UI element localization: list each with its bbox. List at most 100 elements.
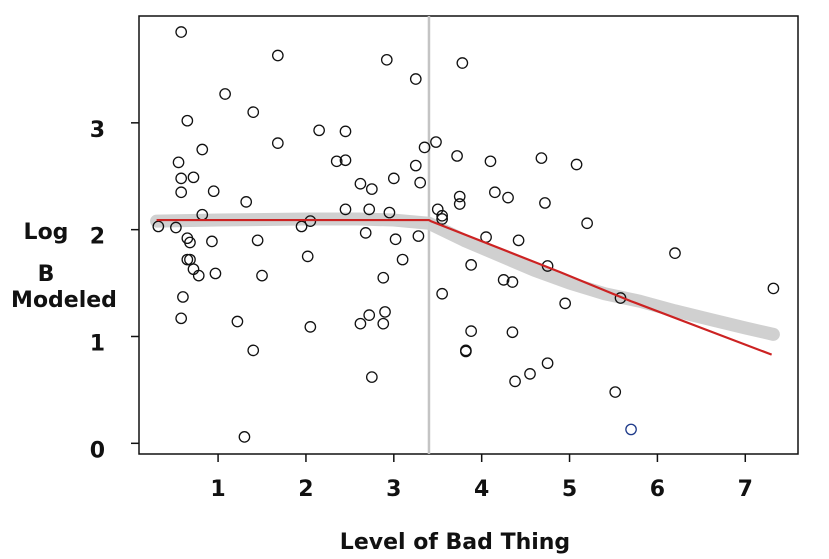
- data-point: [506, 276, 519, 288]
- y-tick-label: 0: [90, 438, 105, 463]
- y-tick-label: 2: [90, 225, 105, 250]
- data-point: [431, 203, 444, 216]
- y-axis-title-line-2: B: [38, 262, 55, 287]
- data-point: [339, 125, 352, 138]
- y-tick-label: 1: [90, 331, 105, 356]
- data-point: [559, 297, 572, 310]
- data-point: [489, 186, 501, 199]
- data-point: [436, 209, 448, 222]
- data-point: [465, 259, 477, 271]
- data-point: [409, 73, 422, 85]
- y-tick-label: 3: [90, 118, 105, 143]
- data-point: [192, 269, 205, 282]
- data-point: [240, 196, 253, 208]
- data-point: [430, 136, 442, 148]
- data-point: [625, 423, 637, 436]
- data-point: [196, 143, 209, 156]
- data-point: [209, 267, 222, 280]
- data-point: [219, 88, 231, 100]
- data-point: [330, 155, 343, 168]
- data-point: [387, 172, 400, 185]
- data-point: [339, 154, 352, 167]
- data-point: [231, 315, 244, 328]
- data-point: [181, 253, 194, 266]
- data-point: [170, 221, 182, 234]
- data-point: [383, 206, 396, 219]
- data-point: [175, 312, 188, 325]
- data-point: [451, 150, 463, 162]
- data-point: [251, 234, 264, 247]
- data-point: [354, 317, 367, 330]
- data-point: [238, 431, 251, 443]
- data-point: [535, 152, 548, 164]
- data-point: [539, 197, 551, 209]
- data-point: [409, 159, 422, 172]
- data-point: [414, 176, 427, 189]
- x-tick-label: 2: [298, 477, 313, 502]
- plot-frame: [138, 15, 799, 455]
- data-point: [541, 357, 554, 370]
- data-point: [436, 213, 448, 225]
- data-point: [512, 234, 525, 247]
- plot-area: 1 2 3 4 5 6 7 0 1 2 3: [90, 15, 799, 502]
- data-point: [465, 325, 477, 337]
- data-point: [524, 368, 536, 380]
- data-point: [497, 274, 510, 286]
- data-point: [313, 124, 325, 137]
- data-point: [377, 271, 390, 284]
- data-point: [609, 386, 622, 398]
- y-axis-title-line-3: Modeled: [11, 288, 117, 313]
- data-point: [354, 177, 367, 190]
- data-point: [502, 191, 514, 204]
- data-point: [271, 137, 284, 149]
- smooth-trend-band: [150, 212, 780, 341]
- data-point: [271, 49, 284, 62]
- x-tick-label: 7: [738, 477, 753, 502]
- data-point: [187, 263, 200, 276]
- data-point: [396, 253, 409, 266]
- y-axis-title-line-1: Log: [24, 220, 69, 245]
- data-point: [187, 171, 200, 184]
- data-point: [453, 190, 466, 203]
- data-point: [339, 203, 352, 216]
- data-point: [460, 345, 472, 358]
- data-point: [304, 321, 317, 333]
- data-point: [418, 141, 431, 154]
- data-point: [363, 203, 376, 216]
- data-point: [175, 172, 188, 185]
- x-tick-label: 5: [562, 477, 577, 502]
- data-point: [484, 155, 497, 168]
- data-point: [767, 282, 780, 295]
- data-point: [175, 26, 188, 38]
- data-point: [380, 53, 393, 66]
- data-point: [256, 269, 268, 282]
- data-point: [175, 186, 188, 199]
- data-point: [184, 236, 196, 249]
- data-point: [247, 106, 260, 118]
- data-point: [377, 317, 390, 330]
- data-point: [570, 158, 583, 171]
- data-point: [436, 287, 448, 300]
- data-point: [506, 326, 519, 339]
- x-axis-title: Level of Bad Thing: [340, 530, 570, 555]
- data-point: [412, 230, 425, 242]
- data-point: [363, 309, 376, 321]
- data-point: [669, 247, 681, 260]
- data-point: [295, 220, 308, 233]
- data-point: [509, 375, 521, 388]
- fitted-line: [156, 218, 773, 356]
- data-point: [184, 253, 196, 266]
- data-point: [301, 250, 314, 263]
- data-point: [379, 306, 391, 318]
- data-point: [365, 183, 378, 195]
- data-point: [206, 235, 218, 248]
- data-point: [172, 156, 185, 169]
- data-point: [359, 227, 372, 239]
- data-point: [181, 114, 194, 127]
- data-point: [152, 220, 165, 233]
- data-point: [581, 217, 593, 230]
- x-tick-label: 1: [210, 477, 225, 502]
- data-point: [456, 57, 469, 69]
- data-point: [389, 233, 402, 246]
